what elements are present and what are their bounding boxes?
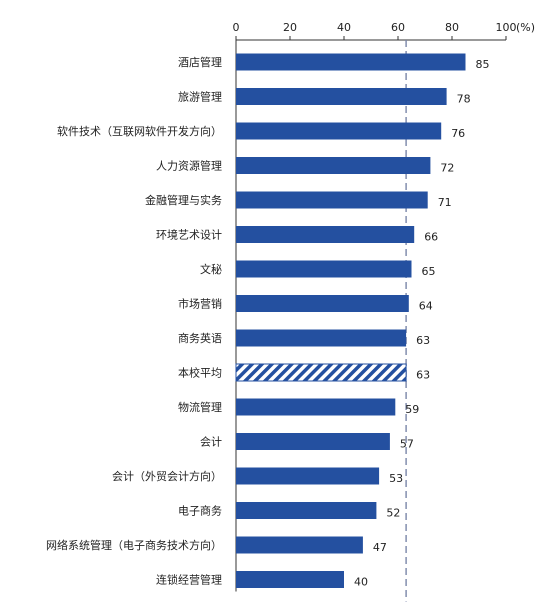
unit-label: (%) — [516, 21, 535, 34]
category-label: 文秘 — [200, 262, 222, 276]
category-label: 会计（外贸会计方向） — [112, 469, 222, 483]
data-label: 65 — [422, 265, 436, 278]
bar — [236, 88, 447, 105]
category-label: 商务英语 — [178, 331, 222, 345]
category-label: 市场营销 — [178, 297, 222, 311]
data-label: 47 — [373, 541, 387, 554]
category-label: 酒店管理 — [178, 55, 222, 69]
bar — [236, 191, 428, 209]
data-label: 78 — [457, 93, 471, 106]
bars — [235, 53, 466, 588]
bar — [236, 226, 415, 243]
bar — [236, 467, 380, 485]
x-tick-label: 100 — [496, 21, 517, 34]
data-label: 59 — [405, 403, 419, 416]
bar — [236, 260, 412, 278]
data-label: 71 — [438, 196, 452, 209]
category-label: 金融管理与实务 — [145, 193, 222, 207]
data-label: 52 — [386, 507, 400, 520]
bar — [236, 329, 407, 347]
category-label: 人力资源管理 — [156, 159, 222, 173]
x-tick-label: 40 — [337, 21, 351, 34]
data-label: 40 — [354, 576, 368, 589]
data-label: 63 — [416, 369, 430, 382]
bar — [236, 53, 466, 71]
bar — [236, 536, 363, 554]
x-tick-label: 60 — [391, 21, 405, 34]
data-label: 57 — [400, 438, 414, 451]
data-label: 85 — [476, 58, 490, 71]
bar — [236, 122, 442, 140]
category-label: 环境艺术设计 — [156, 228, 222, 242]
bar — [236, 433, 390, 450]
labels: 酒店管理 85 旅游管理 78 软件技术（互联网软件开发方向） 76 人力资源管理 72 金融管… — [46, 55, 490, 589]
x-tick-label: 0 — [233, 21, 240, 34]
x-tick-label: 20 — [283, 21, 297, 34]
data-label: 66 — [424, 231, 438, 244]
bar — [236, 295, 409, 312]
bar — [236, 157, 431, 174]
x-tick-label: 80 — [445, 21, 459, 34]
data-label: 63 — [416, 334, 430, 347]
category-label: 物流管理 — [178, 400, 222, 414]
bar — [236, 502, 377, 519]
category-label: 会计 — [200, 436, 222, 449]
bar — [236, 571, 344, 588]
category-label: 连锁经营管理 — [156, 573, 222, 587]
category-label: 网络系统管理（电子商务技术方向） — [46, 538, 222, 552]
category-label: 旅游管理 — [178, 90, 222, 104]
category-label: 软件技术（互联网软件开发方向） — [57, 124, 222, 138]
data-label: 76 — [451, 127, 465, 140]
bar — [236, 398, 396, 416]
data-label: 53 — [389, 472, 403, 485]
data-label: 64 — [419, 300, 433, 313]
bar-average — [235, 363, 407, 382]
category-label: 电子商务 — [178, 504, 222, 518]
category-label: 本校平均 — [178, 366, 222, 380]
data-label: 72 — [440, 162, 454, 175]
